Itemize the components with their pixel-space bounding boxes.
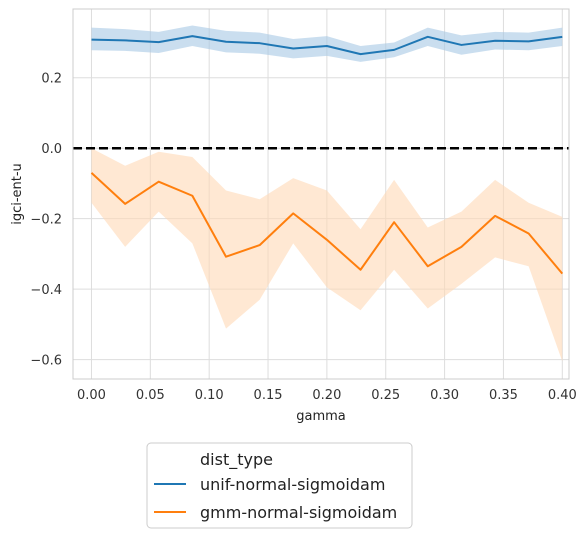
series-lines bbox=[90, 35, 564, 275]
x-tick-label: 0.35 bbox=[489, 388, 518, 403]
tick-labels: 0.00 0.05 0.10 0.15 0.20 0.25 0.30 0.35 0.40 0.2 0… bbox=[30, 72, 576, 403]
y-tick-label: −0.4 bbox=[30, 283, 62, 298]
y-tick-label: −0.6 bbox=[30, 354, 62, 369]
y-tick-label: 0.0 bbox=[41, 142, 62, 157]
legend-label-gmm: gmm-normal-sigmoidam bbox=[200, 503, 397, 522]
legend-label-unif: unif-normal-sigmoidam bbox=[200, 475, 385, 494]
confidence-band-gmm bbox=[91, 148, 563, 362]
legend-title: dist_type bbox=[200, 450, 273, 470]
series-line-gmm bbox=[90, 172, 564, 275]
y-tick-label: 0.2 bbox=[41, 72, 62, 87]
plot-frame bbox=[72, 8, 570, 380]
x-tick-label: 0.05 bbox=[136, 388, 165, 403]
x-tick-label: 0.25 bbox=[371, 388, 400, 403]
x-tick-label: 0.00 bbox=[77, 388, 106, 403]
x-tick-label: 0.20 bbox=[312, 388, 341, 403]
x-tick-label: 0.15 bbox=[254, 388, 283, 403]
x-tick-label: 0.40 bbox=[548, 388, 577, 403]
x-axis-label: gamma bbox=[296, 409, 346, 424]
x-tick-label: 0.30 bbox=[430, 388, 459, 403]
legend-box bbox=[146, 442, 413, 529]
y-tick-label: −0.2 bbox=[30, 213, 62, 228]
y-axis-label: igci-ent-u bbox=[10, 163, 25, 225]
confidence-band-unif bbox=[91, 25, 563, 62]
x-tick-label: 0.10 bbox=[195, 388, 224, 403]
confidence-bands bbox=[91, 25, 563, 362]
series-line-unif bbox=[91, 35, 563, 56]
legend: dist_type unif-normal-sigmoidam gmm-norm… bbox=[146, 442, 413, 529]
